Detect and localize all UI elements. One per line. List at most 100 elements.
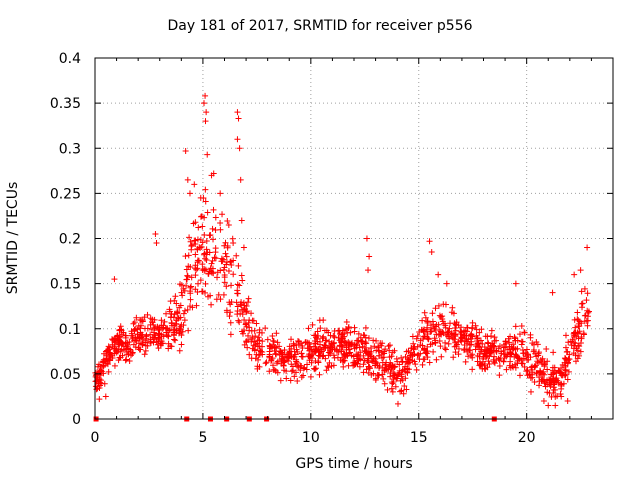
- data-point: [188, 274, 195, 281]
- data-point: [134, 331, 141, 338]
- data-point: [199, 223, 206, 230]
- data-point: [273, 330, 280, 337]
- data-point: [148, 326, 155, 333]
- data-point: [507, 358, 514, 365]
- data-point: [421, 345, 428, 352]
- data-point: [272, 350, 279, 357]
- data-point: [445, 340, 452, 347]
- data-point: [111, 362, 118, 369]
- data-point: [354, 352, 361, 359]
- data-point: [527, 334, 534, 341]
- data-point: [172, 337, 179, 344]
- data-point: [365, 351, 372, 358]
- data-point: [491, 360, 498, 367]
- data-point: [413, 335, 420, 342]
- x-tick-label: 0: [91, 430, 100, 446]
- data-point: [94, 363, 101, 370]
- data-point: [195, 257, 202, 264]
- data-point: [562, 371, 569, 378]
- data-point: [234, 311, 241, 318]
- data-point: [524, 367, 531, 374]
- data-point: [498, 348, 505, 355]
- data-point: [519, 338, 526, 345]
- data-point: [283, 375, 290, 382]
- data-point: [105, 343, 112, 350]
- data-point: [389, 349, 396, 356]
- data-point: [103, 348, 110, 355]
- data-point: [325, 349, 332, 356]
- data-point: [152, 230, 159, 237]
- data-point: [442, 346, 449, 353]
- data-point: [451, 320, 458, 327]
- data-point: [545, 402, 552, 409]
- data-point: [584, 313, 591, 320]
- data-point: [242, 320, 249, 327]
- data-point: [478, 326, 485, 333]
- data-point: [564, 360, 571, 367]
- data-point: [195, 224, 202, 231]
- data-point: [225, 221, 232, 228]
- data-point: [184, 273, 191, 280]
- data-point: [221, 264, 228, 271]
- data-point: [203, 256, 210, 263]
- data-point: [338, 331, 345, 338]
- data-point: [561, 366, 568, 373]
- data-point: [309, 321, 316, 328]
- data-point: [209, 225, 216, 232]
- data-point: [238, 272, 245, 279]
- data-point: [388, 385, 395, 392]
- data-point: [170, 332, 177, 339]
- data-point: [327, 350, 334, 357]
- data-point: [212, 255, 219, 262]
- data-point: [115, 336, 122, 343]
- data-point: [436, 312, 443, 319]
- data-point: [390, 370, 397, 377]
- data-point: [246, 317, 253, 324]
- data-point: [441, 345, 448, 352]
- data-point: [461, 347, 468, 354]
- data-point: [386, 354, 393, 361]
- data-point: [272, 367, 279, 374]
- data-point: [371, 343, 378, 350]
- data-point: [300, 365, 307, 372]
- data-point: [472, 322, 479, 329]
- data-point: [144, 325, 151, 332]
- data-point: [429, 340, 436, 347]
- data-point: [490, 343, 497, 350]
- data-point: [147, 339, 154, 346]
- data-point: [213, 296, 220, 303]
- y-tick-label: 0.25: [50, 186, 81, 202]
- data-point: [541, 371, 548, 378]
- data-point: [168, 343, 175, 350]
- data-point: [180, 310, 187, 317]
- data-point: [491, 343, 498, 350]
- data-point: [521, 363, 528, 370]
- data-point: [360, 352, 367, 359]
- data-point: [186, 190, 193, 197]
- data-point: [221, 272, 228, 279]
- data-point: [436, 337, 443, 344]
- data-point: [356, 363, 363, 370]
- data-point: [160, 322, 167, 329]
- data-point: [104, 361, 111, 368]
- data-point: [571, 342, 578, 349]
- data-point: [496, 362, 503, 369]
- data-point: [465, 353, 472, 360]
- data-point: [270, 362, 277, 369]
- data-point: [389, 380, 396, 387]
- data-point: [460, 328, 467, 335]
- data-point: [238, 299, 245, 306]
- data-point: [268, 357, 275, 364]
- data-point: [583, 297, 590, 304]
- data-point: [314, 335, 321, 342]
- data-point: [464, 338, 471, 345]
- data-point: [485, 340, 492, 347]
- data-point: [344, 329, 351, 336]
- data-point: [322, 355, 329, 362]
- x-tick-label: 20: [518, 430, 536, 446]
- data-point: [403, 386, 410, 393]
- data-point: [98, 368, 105, 375]
- y-tick-label: 0.15: [50, 277, 81, 293]
- data-point: [240, 244, 247, 251]
- data-point: [338, 346, 345, 353]
